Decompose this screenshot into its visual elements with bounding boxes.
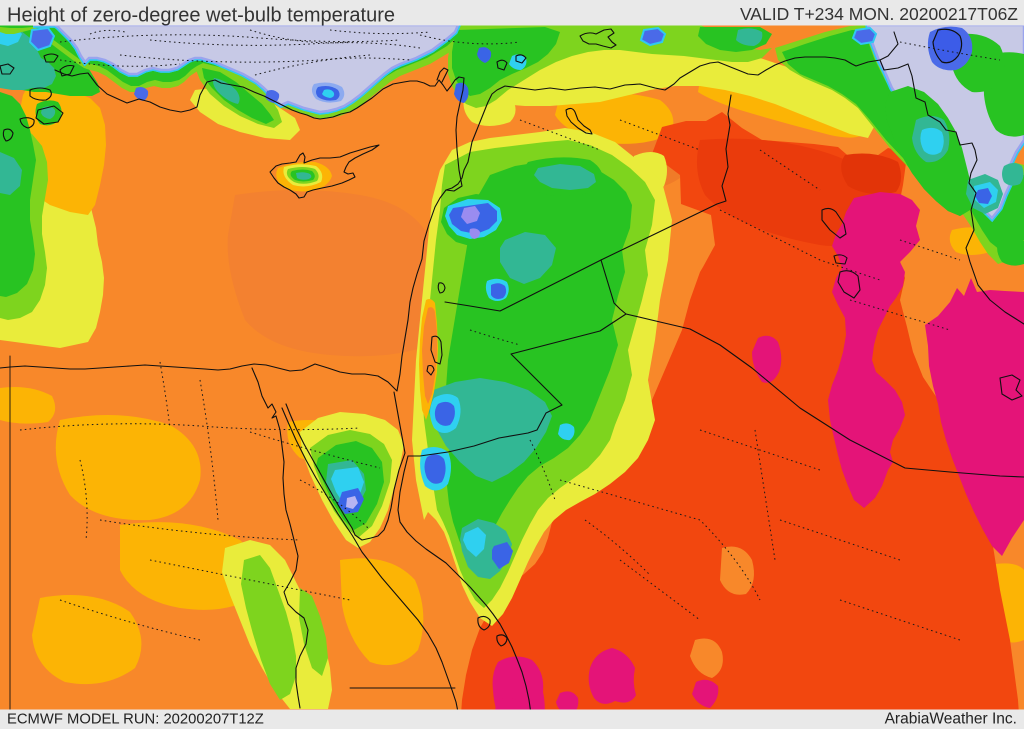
svg-text:Height of zero-degree wet-bulb: Height of zero-degree wet-bulb temperatu… [7, 5, 395, 27]
svg-text:VALID T+234 MON. 20200217T06Z: VALID T+234 MON. 20200217T06Z [740, 4, 1018, 24]
svg-text:ArabiaWeather Inc.: ArabiaWeather Inc. [885, 711, 1017, 728]
svg-text:ECMWF MODEL RUN: 20200207T12Z: ECMWF MODEL RUN: 20200207T12Z [7, 712, 264, 728]
